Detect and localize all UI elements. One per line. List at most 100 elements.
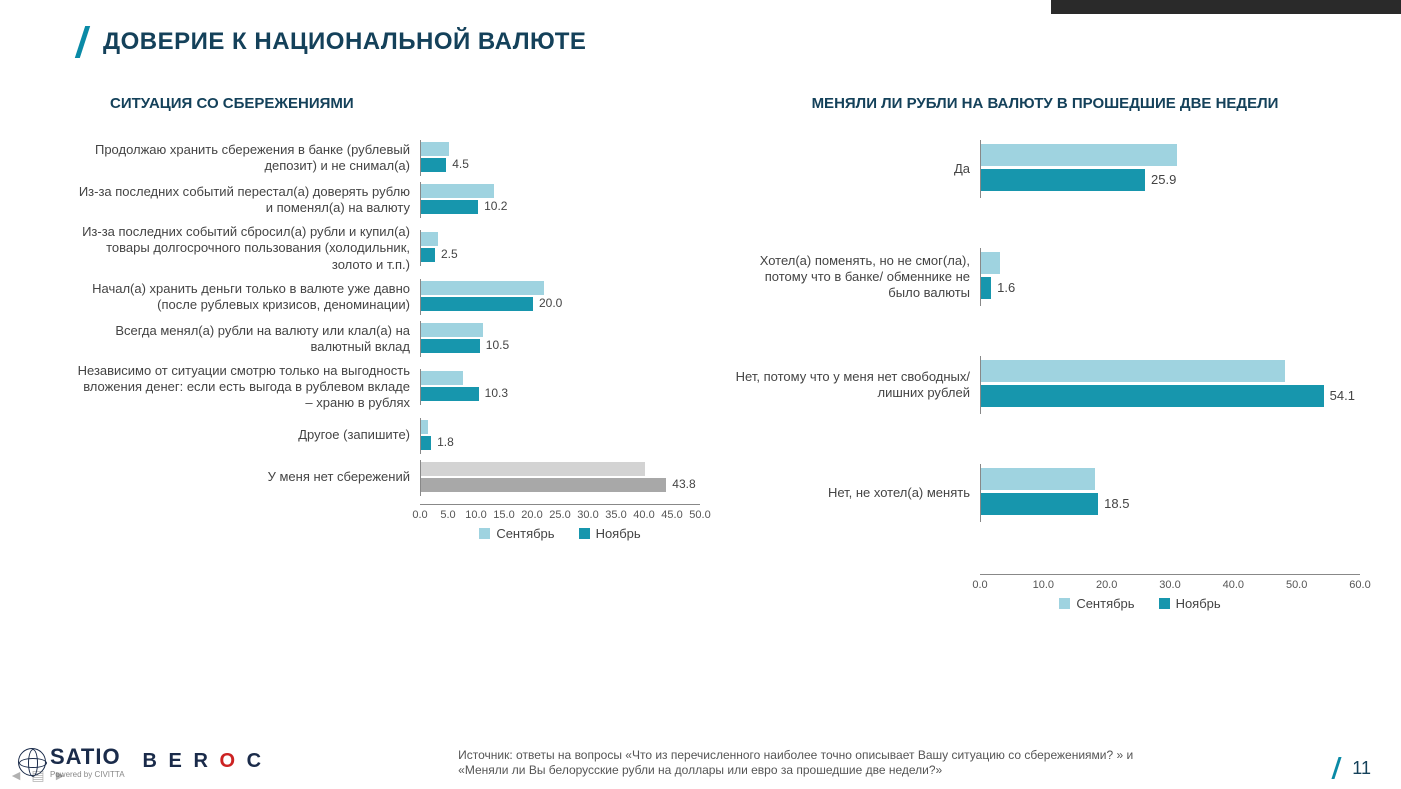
x-tick: 45.0 (661, 509, 682, 521)
bar-value-label: 18.5 (1104, 496, 1129, 511)
bar-row: Из-за последних событий сбросил(а) рубли… (75, 224, 700, 273)
chart-exchange-title: МЕНЯЛИ ЛИ РУБЛИ НА ВАЛЮТУ В ПРОШЕДШИЕ ДВ… (730, 95, 1360, 112)
bar-label: Другое (запишите) (75, 427, 420, 443)
top-dark-strip (1051, 0, 1401, 14)
bar-label: Из-за последних событий сбросил(а) рубли… (75, 224, 420, 273)
slide-list-icon[interactable]: ▤ (28, 765, 48, 785)
chart-exchange-plot: Да25.9Хотел(а) поменять, но не смог(ла),… (730, 130, 1360, 680)
bar-november: 1.8 (421, 436, 431, 450)
pagenum-slash-icon (1332, 757, 1342, 779)
bar-september (421, 232, 438, 246)
bar-september (981, 144, 1177, 166)
chart-savings-x-axis: 0.05.010.015.020.025.030.035.040.045.050… (420, 504, 700, 523)
bars-cell: 25.9 (980, 140, 1360, 198)
chart-exchange-legend: Сентябрь Ноябрь (980, 596, 1300, 611)
bar-value-label: 4.5 (452, 157, 469, 171)
x-tick: 30.0 (577, 509, 598, 521)
bar-november: 2.5 (421, 248, 435, 262)
bar-value-label: 1.6 (997, 280, 1015, 295)
legend-item-september: Сентябрь (479, 526, 554, 541)
x-tick: 20.0 (1096, 579, 1117, 591)
legend-label-november: Ноябрь (596, 526, 641, 541)
bars-cell: 2.5 (420, 230, 700, 266)
legend-item-september-r: Сентябрь (1059, 596, 1134, 611)
page-number: 11 (1352, 758, 1371, 779)
bar-september (981, 468, 1095, 490)
bar-november: 10.5 (421, 339, 480, 353)
bar-value-label: 20.0 (539, 296, 562, 310)
bar-label: Начал(а) хранить деньги только в валюте … (75, 281, 420, 314)
bars-cell: 54.1 (980, 356, 1360, 414)
logo-beroc: B E R O C (143, 750, 264, 773)
x-tick: 0.0 (972, 579, 987, 591)
x-tick: 10.0 (1033, 579, 1054, 591)
bar-label: Нет, не хотел(а) менять (730, 485, 980, 501)
legend-item-november: Ноябрь (579, 526, 641, 541)
bars-cell: 1.6 (980, 248, 1360, 306)
charts-container: СИТУАЦИЯ СО СБЕРЕЖЕНИЯМИ Продолжаю храни… (75, 95, 1360, 680)
bar-september (421, 323, 483, 337)
legend-label-september: Сентябрь (496, 526, 554, 541)
x-tick: 30.0 (1159, 579, 1180, 591)
bar-september (421, 142, 449, 156)
bar-september (421, 184, 494, 198)
x-tick: 35.0 (605, 509, 626, 521)
bar-november: 1.6 (981, 277, 991, 299)
bar-november: 25.9 (981, 169, 1145, 191)
bar-value-label: 10.3 (485, 386, 508, 400)
bar-november: 54.1 (981, 385, 1324, 407)
bar-november: 10.3 (421, 387, 479, 401)
swatch-september-icon (479, 528, 490, 539)
chart-savings-plot: Продолжаю хранить сбережения в банке (ру… (75, 130, 700, 680)
x-tick: 25.0 (549, 509, 570, 521)
source-text: Источник: ответы на вопросы «Что из пере… (458, 748, 1138, 779)
x-tick: 0.0 (412, 509, 427, 521)
legend-label-november-r: Ноябрь (1176, 596, 1221, 611)
prev-slide-icon[interactable]: ◄ (6, 765, 26, 785)
x-tick: 20.0 (521, 509, 542, 521)
chart-exchange: МЕНЯЛИ ЛИ РУБЛИ НА ВАЛЮТУ В ПРОШЕДШИЕ ДВ… (730, 95, 1360, 680)
bar-november: 10.2 (421, 200, 478, 214)
x-tick: 50.0 (689, 509, 710, 521)
bar-label: Нет, потому что у меня нет свободных/лиш… (730, 369, 980, 402)
bar-september (981, 360, 1285, 382)
bar-september (981, 252, 1000, 274)
page-number-wrap: 11 (1332, 757, 1371, 779)
bars-cell: 4.5 (420, 140, 700, 176)
bar-september (421, 281, 544, 295)
next-slide-icon[interactable]: ► (50, 765, 70, 785)
bar-row: Всегда менял(а) рубли на валюту или клал… (75, 321, 700, 357)
bar-september (421, 420, 428, 434)
bar-value-label: 10.2 (484, 199, 507, 213)
bar-value-label: 2.5 (441, 247, 458, 261)
chart-savings-title: СИТУАЦИЯ СО СБЕРЕЖЕНИЯМИ (110, 95, 700, 112)
x-tick: 40.0 (1223, 579, 1244, 591)
bar-row: Да25.9 (730, 140, 1360, 198)
bar-september (421, 371, 463, 385)
chart-savings-legend: Сентябрь Ноябрь (420, 526, 700, 541)
bar-row: Начал(а) хранить деньги только в валюте … (75, 279, 700, 315)
swatch-november-icon-r (1159, 598, 1170, 609)
bars-cell: 20.0 (420, 279, 700, 315)
bars-cell: 43.8 (420, 460, 700, 496)
bar-row: Из-за последних событий перестал(а) дове… (75, 182, 700, 218)
bar-november: 18.5 (981, 493, 1098, 515)
x-tick: 5.0 (440, 509, 455, 521)
bar-label: Продолжаю хранить сбережения в банке (ру… (75, 142, 420, 175)
swatch-september-icon-r (1059, 598, 1070, 609)
bar-november: 43.8 (421, 478, 666, 492)
slide-controls: ◄ ▤ ► (6, 765, 70, 785)
bars-cell: 18.5 (980, 464, 1360, 522)
bars-cell: 10.5 (420, 321, 700, 357)
swatch-november-icon (579, 528, 590, 539)
bar-value-label: 25.9 (1151, 172, 1176, 187)
bar-label: Из-за последних событий перестал(а) дове… (75, 184, 420, 217)
bar-value-label: 54.1 (1330, 388, 1355, 403)
bar-value-label: 10.5 (486, 338, 509, 352)
bar-value-label: 43.8 (672, 477, 695, 491)
x-tick: 15.0 (493, 509, 514, 521)
bar-label: Независимо от ситуации смотрю только на … (75, 363, 420, 412)
bar-label: У меня нет сбережений (75, 469, 420, 485)
bar-row: У меня нет сбережений43.8 (75, 460, 700, 496)
bar-label: Всегда менял(а) рубли на валюту или клал… (75, 323, 420, 356)
